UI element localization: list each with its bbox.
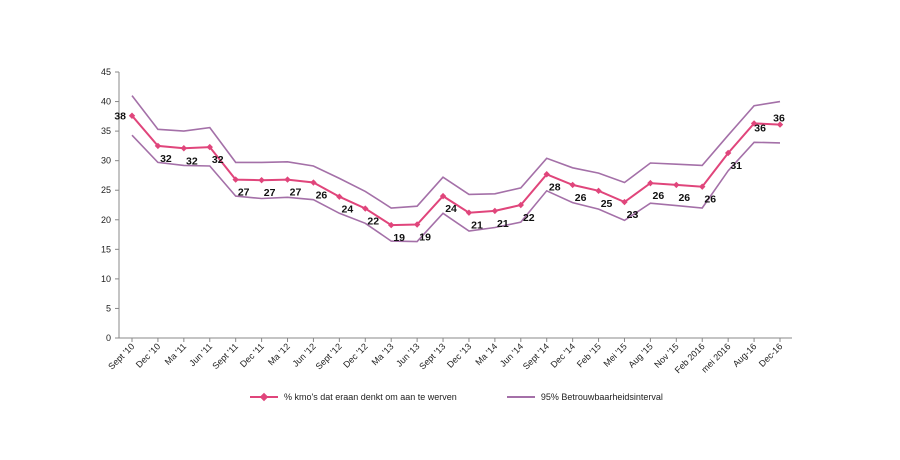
data-labels: 38 32 32 32 27 27 27 26 24 22 19 19 24 21 21 22 28 26 25 23… <box>114 111 785 244</box>
data-point <box>362 205 369 212</box>
ci-upper-line <box>131 95 781 209</box>
data-point <box>621 198 628 206</box>
x-tick-label: Dec '12 <box>341 341 369 369</box>
legend: % kmo's dat eraan denkt om aan te werven… <box>250 392 663 402</box>
data-point <box>258 176 265 184</box>
x-tick-label: Ma '14 <box>473 341 499 367</box>
data-label: 23 <box>627 209 639 221</box>
data-point <box>673 181 680 189</box>
ci-lower-line <box>131 134 781 243</box>
data-point <box>439 192 447 200</box>
data-point <box>180 145 188 152</box>
legend-swatch-main <box>250 392 278 402</box>
data-point <box>569 181 576 189</box>
data-point <box>491 207 499 215</box>
x-tick-label: Sept '13 <box>417 341 447 371</box>
legend-swatch-ci <box>506 392 535 402</box>
data-point <box>724 149 732 157</box>
x-tick-label: Feb '15 <box>575 341 603 369</box>
data-point <box>154 142 162 150</box>
y-tick-label: 10 <box>101 274 111 284</box>
data-label: 24 <box>342 204 354 216</box>
data-point <box>128 112 136 119</box>
x-tick-label: Dec-16 <box>757 341 785 369</box>
data-point <box>517 201 524 209</box>
data-point <box>336 193 343 200</box>
x-tick-label: Dec '14 <box>549 341 577 369</box>
data-label: 19 <box>393 232 405 244</box>
data-label: 24 <box>445 203 457 215</box>
y-tick-label: 25 <box>101 185 111 195</box>
data-point <box>750 120 758 127</box>
data-point <box>232 176 239 183</box>
data-point <box>413 221 421 228</box>
x-tick-label: Ma '11 <box>163 341 189 367</box>
data-point <box>647 179 654 187</box>
x-tick-label: Aug '15 <box>626 341 654 369</box>
data-label: 31 <box>730 160 742 172</box>
data-point <box>310 179 317 186</box>
data-label: 25 <box>601 198 613 210</box>
legend-item-ci: 95% Betrouwbaarheidsinterval <box>506 392 663 402</box>
x-tick-label: Ma '13 <box>370 341 396 367</box>
data-label: 22 <box>523 212 535 224</box>
y-tick-label: 5 <box>106 303 111 313</box>
y-tick-label: 20 <box>101 215 111 225</box>
y-tick-label: 15 <box>101 244 111 254</box>
data-label: 26 <box>678 192 690 204</box>
data-label: 26 <box>653 190 665 202</box>
x-tick-label: Sept '10 <box>106 341 136 371</box>
y-tick-label: 45 <box>101 67 111 77</box>
data-label: 19 <box>419 232 431 244</box>
data-point <box>388 221 395 229</box>
data-label: 27 <box>264 187 276 199</box>
x-tick-label: Mei '15 <box>602 341 629 368</box>
y-tick-label: 30 <box>101 156 111 166</box>
data-point <box>543 171 550 178</box>
x-tick-label: Dec '13 <box>445 341 473 369</box>
data-label: 26 <box>316 190 328 202</box>
legend-item-main: % kmo's dat eraan denkt om aan te werven <box>250 392 457 402</box>
y-tick-label: 40 <box>101 97 111 107</box>
y-tick-label: 0 <box>106 333 111 343</box>
legend-label-main: % kmo's dat eraan denkt om aan te werven <box>284 392 457 402</box>
x-tick-label: Ma '12 <box>266 341 292 367</box>
x-tick-label: Sept '12 <box>314 341 344 371</box>
data-point <box>776 121 784 128</box>
x-tick-label: Dec '10 <box>134 341 162 369</box>
data-label: 36 <box>773 113 785 125</box>
data-label: 21 <box>471 220 483 232</box>
y-tick-label: 35 <box>101 126 111 136</box>
data-label: 36 <box>754 122 766 134</box>
legend-label-ci: 95% Betrouwbaarheidsinterval <box>540 392 663 402</box>
x-tick-label: Sept '14 <box>521 341 551 371</box>
x-tick-label: Aug-16 <box>731 341 759 369</box>
data-label: 28 <box>549 181 561 193</box>
data-point <box>206 143 213 151</box>
data-label: 26 <box>704 194 716 206</box>
x-tick-label: Dec '11 <box>238 341 266 369</box>
data-label: 26 <box>575 192 587 204</box>
data-label: 38 <box>114 111 126 123</box>
data-label: 27 <box>238 187 250 199</box>
data-label: 32 <box>160 153 172 165</box>
data-label: 21 <box>497 218 509 230</box>
series-layer <box>128 95 784 243</box>
main-series-line <box>131 115 781 227</box>
data-point <box>465 209 473 216</box>
data-label: 32 <box>186 155 198 167</box>
data-label: 32 <box>212 154 224 166</box>
data-point <box>284 176 291 183</box>
data-label: 27 <box>290 187 302 199</box>
data-point <box>595 187 602 195</box>
data-point <box>699 183 706 190</box>
data-label: 22 <box>367 216 379 228</box>
x-tick-label: Sept '11 <box>210 341 240 371</box>
